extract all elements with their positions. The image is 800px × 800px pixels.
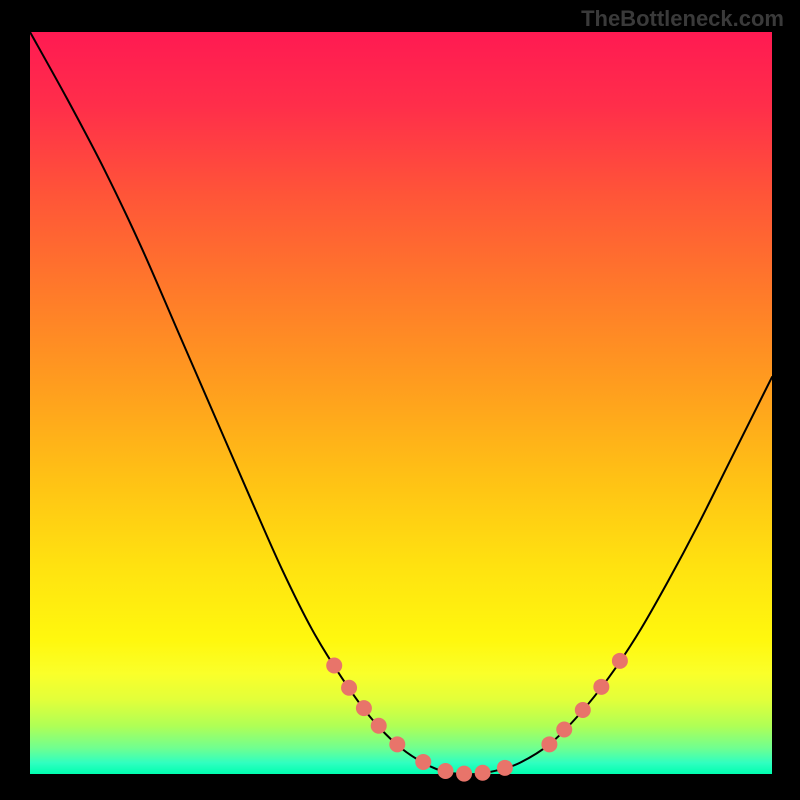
chart-container: TheBottleneck.com bbox=[0, 0, 800, 800]
gradient-plot-area bbox=[30, 32, 772, 774]
watermark-text: TheBottleneck.com bbox=[581, 6, 784, 32]
